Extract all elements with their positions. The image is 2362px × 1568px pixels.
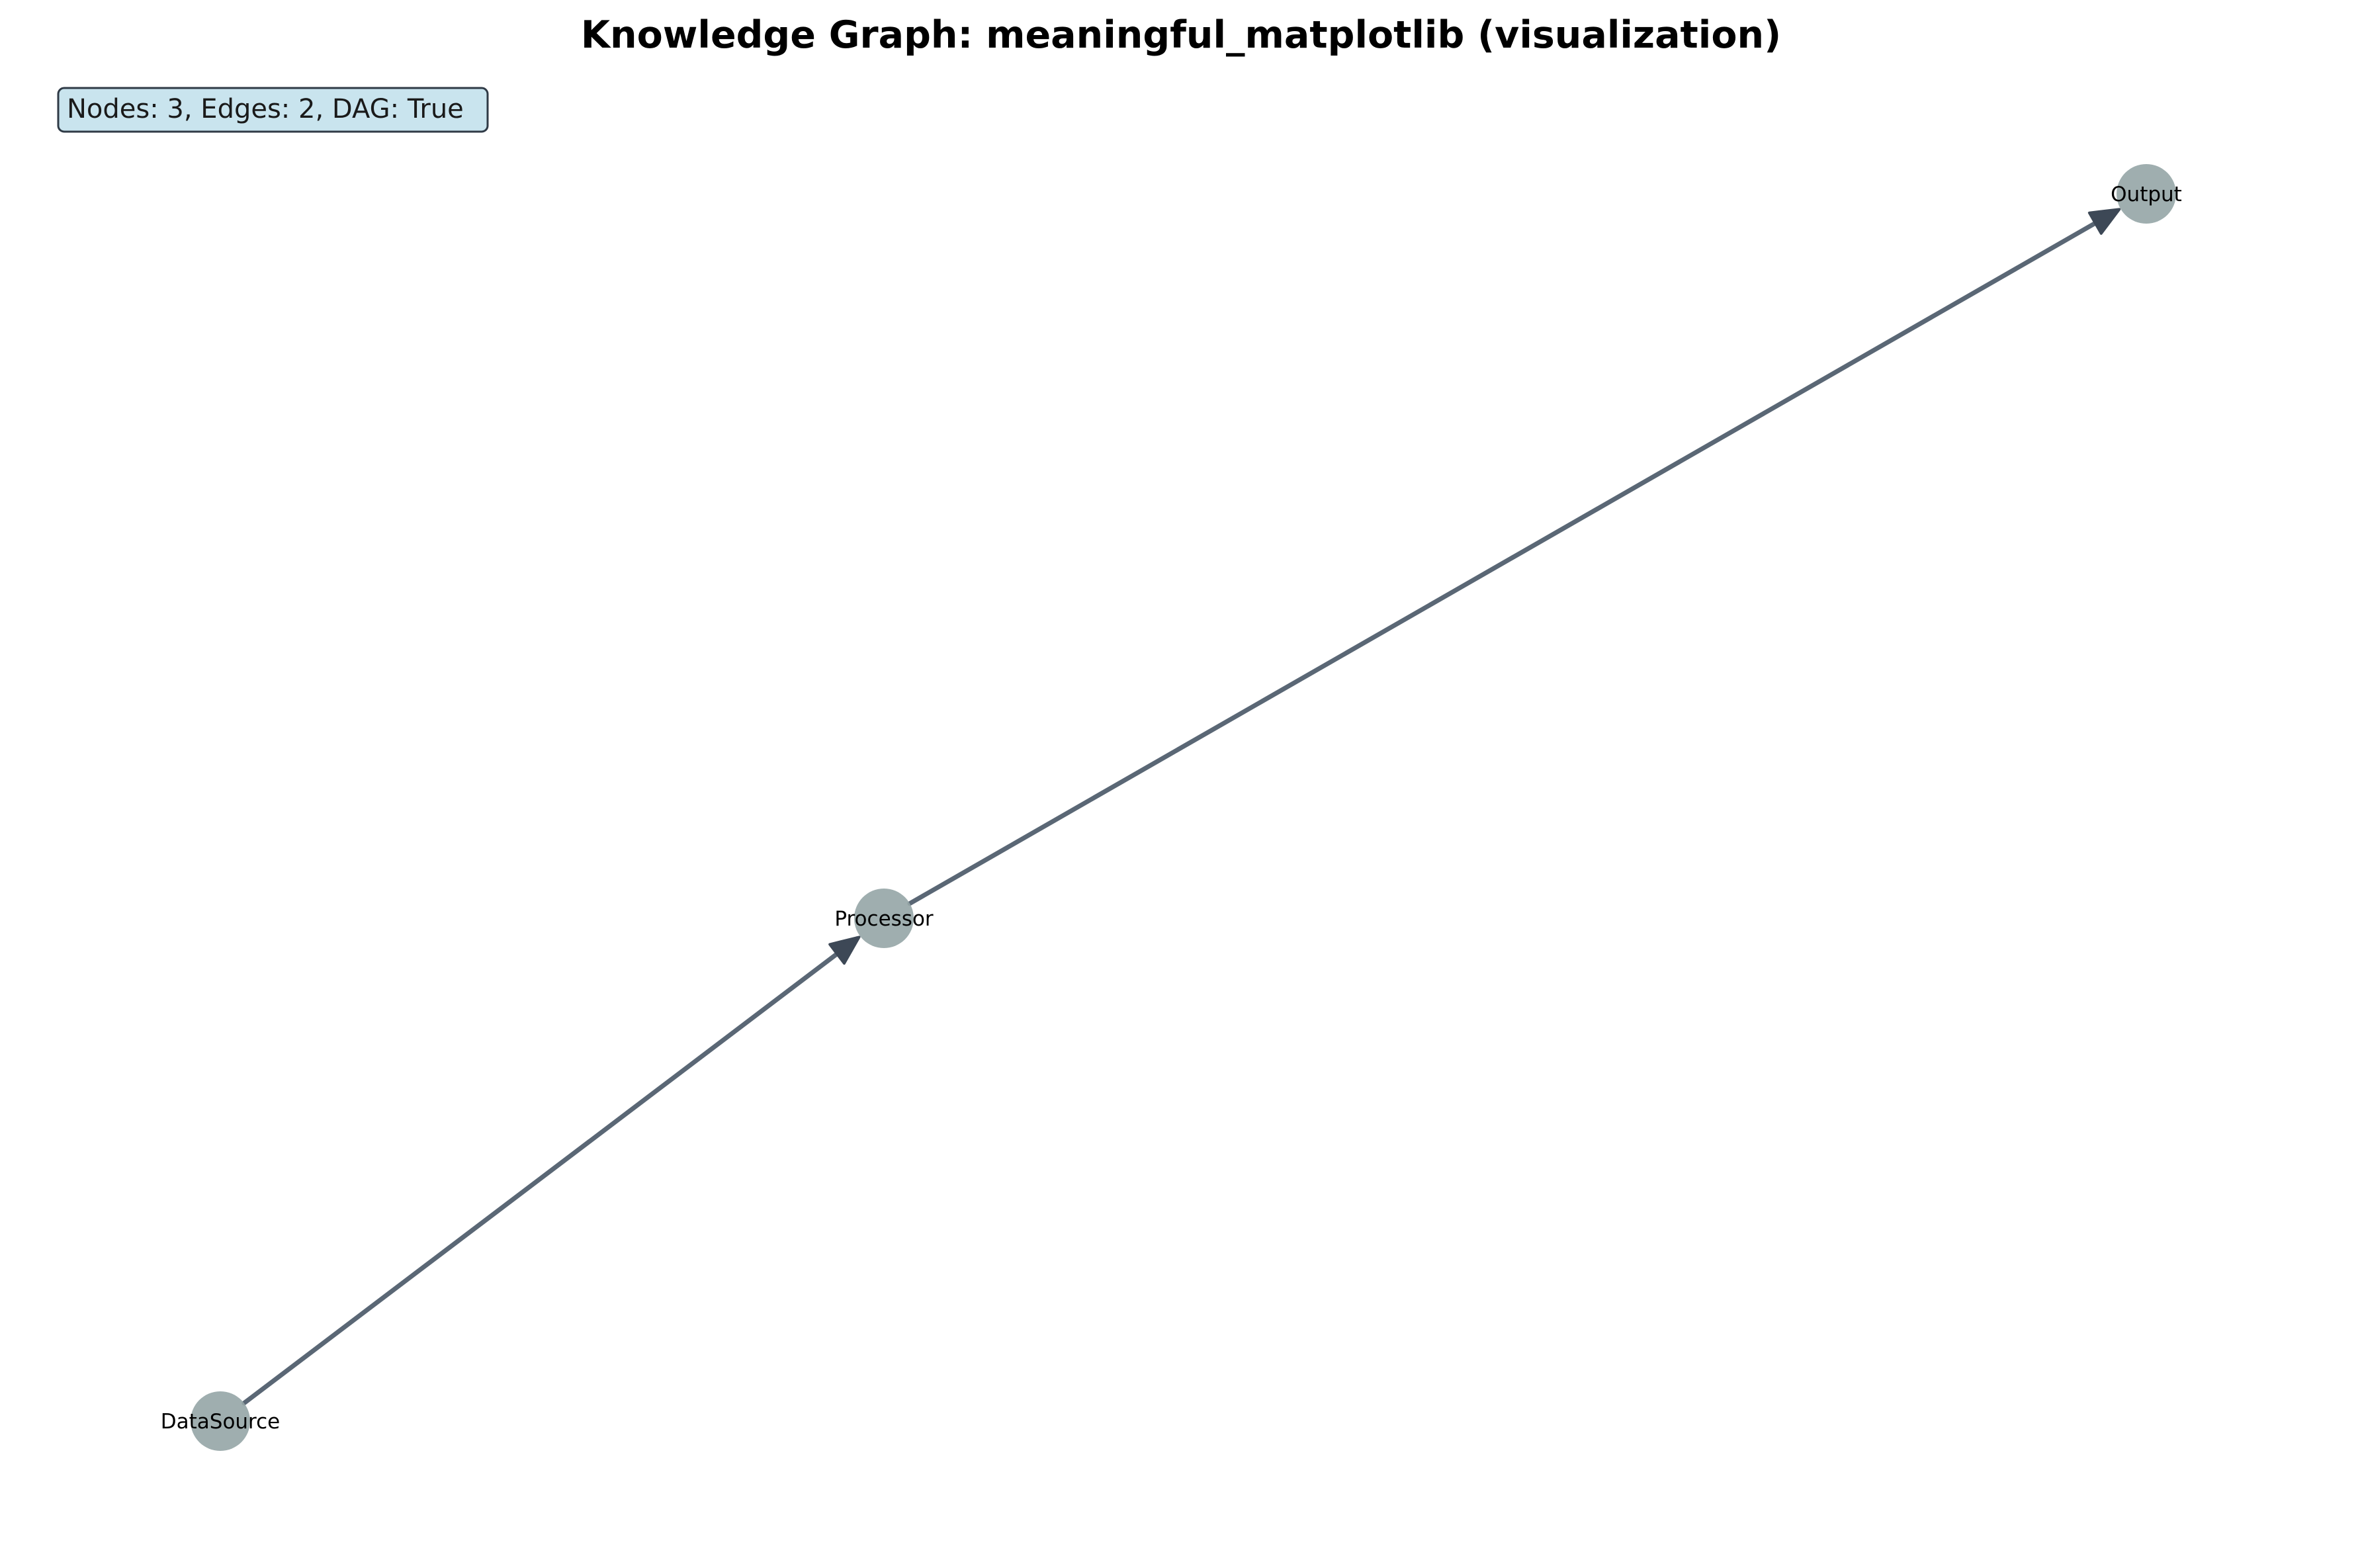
edge-processor-to-output	[907, 208, 2120, 906]
node-label: Processor	[834, 907, 934, 931]
nodes-layer: DataSource Processor Output	[161, 164, 2182, 1451]
arrow-head-output	[2087, 208, 2121, 235]
node-circle	[191, 1391, 250, 1451]
node-output[interactable]: Output	[2111, 164, 2182, 224]
graph-title: Knowledge Graph: meaningful_matplotlib (…	[581, 13, 1781, 57]
arrow-head-processor	[828, 936, 861, 965]
node-datasource[interactable]: DataSource	[161, 1391, 281, 1451]
stats-text: Nodes: 3, Edges: 2, DAG: True	[67, 94, 464, 124]
stats-box: Nodes: 3, Edges: 2, DAG: True	[57, 87, 489, 133]
node-label: DataSource	[161, 1410, 281, 1434]
node-circle	[2117, 164, 2176, 224]
edge-datasource-to-processor	[241, 936, 859, 1406]
node-processor[interactable]: Processor	[834, 889, 934, 948]
node-circle	[854, 889, 914, 948]
stats-box-background	[57, 87, 489, 133]
node-label: Output	[2111, 183, 2182, 206]
edges-layer	[241, 208, 2121, 1406]
